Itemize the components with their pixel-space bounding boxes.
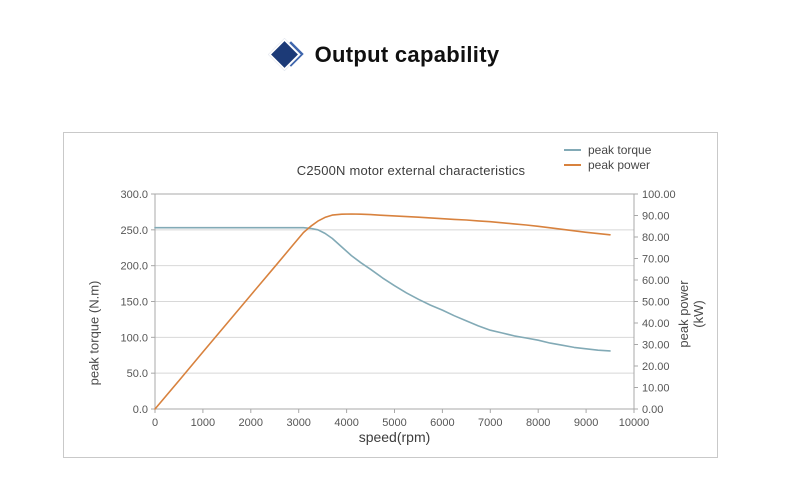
svg-text:30.00: 30.00 — [642, 340, 670, 352]
chart-panel: C2500N motor external characteristics pe… — [63, 132, 718, 458]
svg-text:80.00: 80.00 — [642, 232, 670, 244]
svg-text:100.0: 100.0 — [120, 332, 148, 344]
svg-text:0.0: 0.0 — [133, 404, 148, 416]
svg-text:7000: 7000 — [478, 417, 502, 429]
page-title: Output capability — [0, 38, 772, 71]
chart-legend: peak torque peak power — [564, 142, 651, 172]
diamond-front-shape — [267, 38, 301, 71]
legend-item-peak-torque: peak torque — [564, 142, 651, 157]
legend-label-torque: peak torque — [588, 142, 652, 157]
svg-text:70.00: 70.00 — [642, 254, 670, 266]
svg-text:10.00: 10.00 — [642, 383, 670, 395]
svg-text:250.0: 250.0 — [120, 225, 148, 237]
double-diamond-icon — [267, 38, 304, 71]
svg-text:200.0: 200.0 — [120, 261, 148, 273]
plot-area: 0 1000 2000 3000 4000 5000 6000 7000 8000 9000 100… — [120, 189, 676, 429]
svg-text:50.0: 50.0 — [127, 368, 148, 380]
legend-line-power — [564, 163, 581, 166]
svg-text:10000: 10000 — [619, 417, 650, 429]
svg-text:3000: 3000 — [286, 417, 310, 429]
svg-text:40.00: 40.00 — [642, 318, 670, 330]
svg-text:8000: 8000 — [526, 417, 550, 429]
svg-text:9000: 9000 — [574, 417, 598, 429]
svg-text:60.00: 60.00 — [642, 275, 670, 287]
svg-text:5000: 5000 — [382, 417, 406, 429]
chart-title: C2500N motor external characteristics — [296, 163, 526, 178]
svg-text:6000: 6000 — [430, 417, 454, 429]
svg-text:20.00: 20.00 — [642, 361, 670, 373]
page-title-text: Output capability — [314, 41, 500, 67]
svg-text:300.0: 300.0 — [120, 189, 148, 201]
svg-text:100.00: 100.00 — [642, 189, 676, 201]
svg-text:4000: 4000 — [334, 417, 358, 429]
svg-text:0.00: 0.00 — [642, 404, 663, 416]
x-axis-label: speed(rpm) — [358, 429, 431, 445]
svg-text:1000: 1000 — [191, 417, 215, 429]
legend-line-torque — [564, 148, 581, 151]
legend-item-peak-power: peak power — [564, 157, 651, 172]
svg-text:150.0: 150.0 — [120, 297, 148, 309]
legend-label-power: peak power — [588, 157, 651, 172]
svg-text:2000: 2000 — [239, 417, 263, 429]
svg-text:0: 0 — [152, 417, 158, 429]
svg-text:90.00: 90.00 — [642, 211, 670, 223]
svg-text:50.00: 50.00 — [642, 297, 670, 309]
